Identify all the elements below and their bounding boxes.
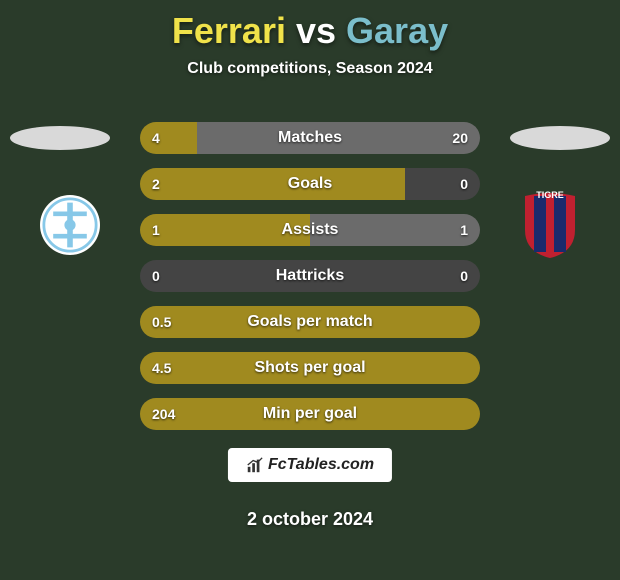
club-right-label: TIGRE <box>536 190 564 200</box>
stat-row: 11Assists <box>140 214 480 246</box>
stat-row: 420Matches <box>140 122 480 154</box>
player-left-silhouette <box>10 126 110 150</box>
brand-text: FcTables.com <box>268 456 374 474</box>
stat-bar-right <box>405 168 480 200</box>
stat-bar-left <box>140 168 405 200</box>
stats-bars: 420Matches 20Goals 11Assists 00Hattricks 0.5… <box>140 122 480 430</box>
stat-bar-right <box>197 122 480 154</box>
brand-chart-icon <box>246 456 264 474</box>
stat-row: 4.5Shots per goal <box>140 352 480 384</box>
comparison-title: Ferrari vs Garay <box>0 0 620 52</box>
date-text: 2 october 2024 <box>0 509 620 530</box>
stat-row: 204Min per goal <box>140 398 480 430</box>
club-logo-right: TIGRE <box>520 195 580 255</box>
stat-bar-right <box>310 214 480 246</box>
stat-bar-left <box>140 398 480 430</box>
vs-word: vs <box>296 10 346 51</box>
subtitle: Club competitions, Season 2024 <box>0 60 620 78</box>
stat-bar-right <box>310 260 480 292</box>
stat-row: 00Hattricks <box>140 260 480 292</box>
stat-bar-left <box>140 306 480 338</box>
brand-badge: FcTables.com <box>228 448 392 482</box>
stat-bar-left <box>140 352 480 384</box>
player-left-name: Ferrari <box>172 10 286 51</box>
player-right-name: Garay <box>346 10 448 51</box>
club-badge-right-icon: TIGRE <box>520 189 580 261</box>
club-logo-left <box>40 195 100 255</box>
stat-bar-left <box>140 260 310 292</box>
stat-bar-left <box>140 122 197 154</box>
player-right-silhouette <box>510 126 610 150</box>
stat-row: 0.5Goals per match <box>140 306 480 338</box>
stat-bar-left <box>140 214 310 246</box>
stat-row: 20Goals <box>140 168 480 200</box>
club-badge-left-icon <box>42 197 98 253</box>
